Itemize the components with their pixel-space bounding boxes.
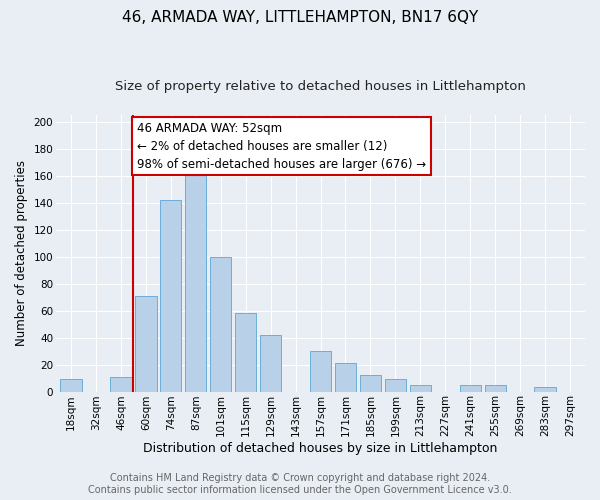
Bar	[410, 385, 431, 392]
Bar	[310, 351, 331, 392]
Bar	[260, 335, 281, 392]
Bar	[135, 296, 157, 392]
Text: 46, ARMADA WAY, LITTLEHAMPTON, BN17 6QY: 46, ARMADA WAY, LITTLEHAMPTON, BN17 6QY	[122, 10, 478, 25]
Bar	[485, 385, 506, 392]
Bar	[460, 385, 481, 392]
Y-axis label: Number of detached properties: Number of detached properties	[15, 160, 28, 346]
Bar	[185, 165, 206, 392]
Bar	[160, 200, 181, 392]
Bar	[385, 380, 406, 392]
Bar	[335, 363, 356, 392]
Bar	[535, 388, 556, 392]
Bar	[110, 376, 131, 392]
Bar	[61, 380, 82, 392]
Title: Size of property relative to detached houses in Littlehampton: Size of property relative to detached ho…	[115, 80, 526, 93]
X-axis label: Distribution of detached houses by size in Littlehampton: Distribution of detached houses by size …	[143, 442, 498, 455]
Bar	[235, 314, 256, 392]
Bar	[360, 376, 381, 392]
Text: 46 ARMADA WAY: 52sqm
← 2% of detached houses are smaller (12)
98% of semi-detach: 46 ARMADA WAY: 52sqm ← 2% of detached ho…	[137, 122, 426, 170]
Text: Contains HM Land Registry data © Crown copyright and database right 2024.
Contai: Contains HM Land Registry data © Crown c…	[88, 474, 512, 495]
Bar	[210, 256, 232, 392]
